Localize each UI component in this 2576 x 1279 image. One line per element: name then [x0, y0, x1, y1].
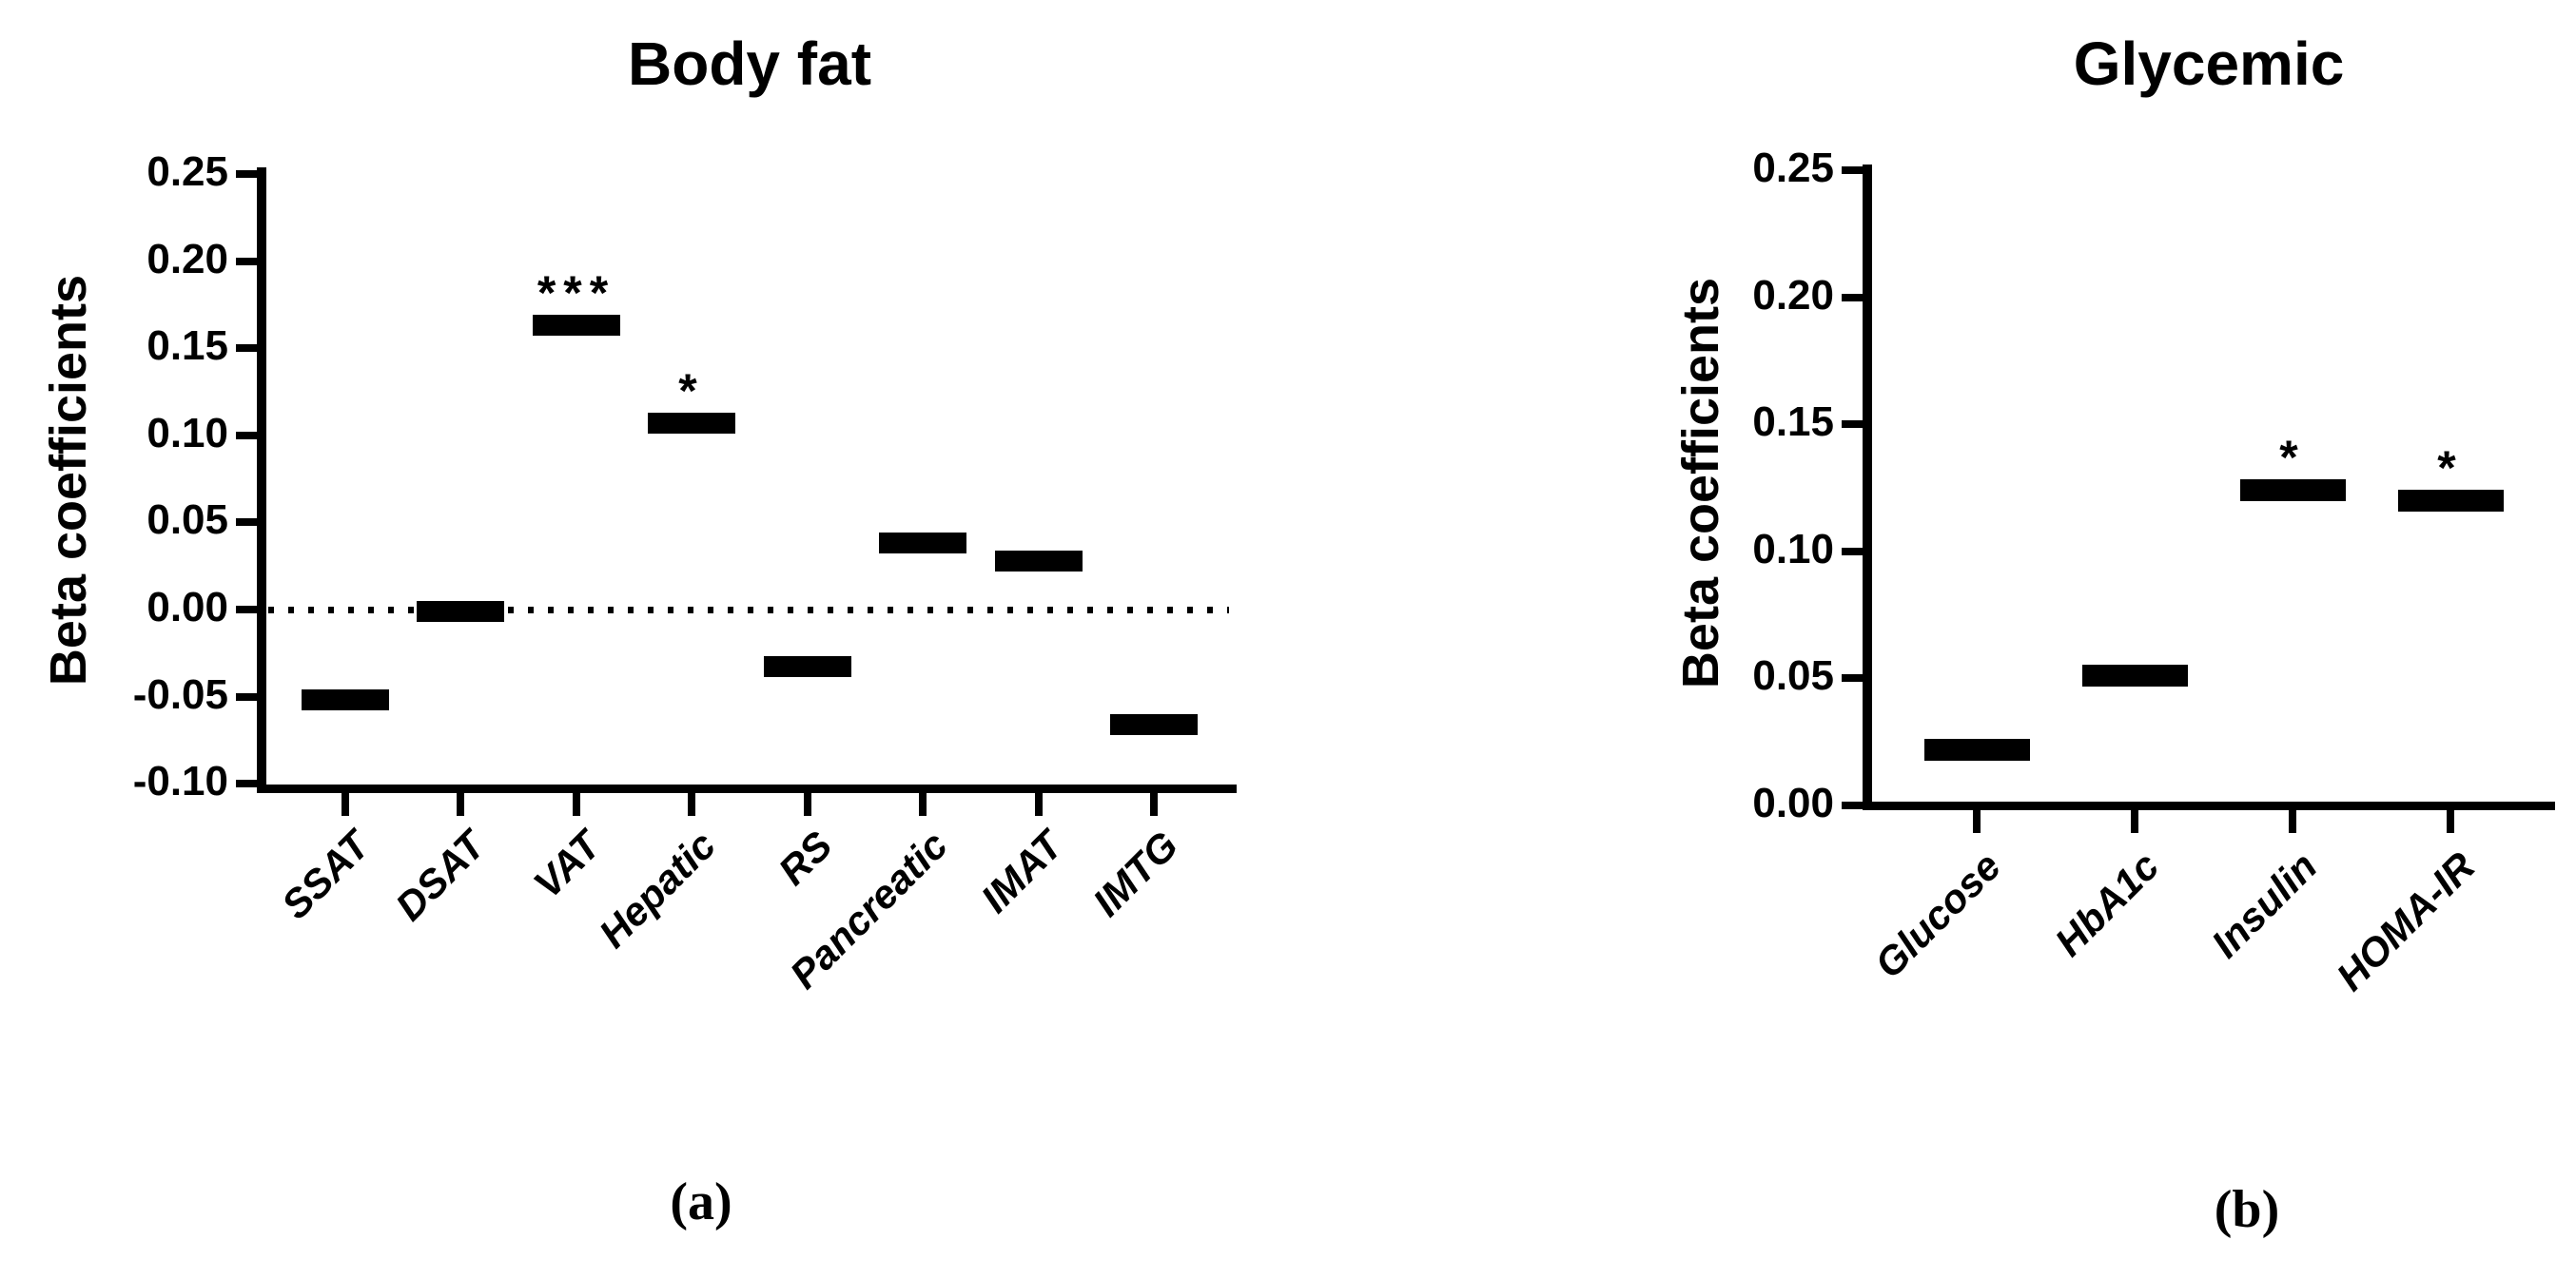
y-tick-label: -0.05: [132, 670, 228, 718]
y-tick-label: 0.00: [146, 584, 228, 630]
bar: [879, 533, 966, 554]
y-tick-label: 0.15: [1752, 398, 1834, 446]
y-tick-label: 0.25: [1752, 145, 1834, 191]
bar: [417, 600, 504, 622]
x-tick: [2131, 810, 2138, 833]
bar: [1110, 713, 1198, 735]
x-tick: [919, 793, 927, 816]
y-tick-label: 0.25: [146, 148, 228, 195]
y-tick-label: -0.10: [132, 758, 228, 805]
bar: [2397, 489, 2504, 512]
y-tick: [236, 606, 257, 613]
x-category-label: VAT: [525, 823, 610, 907]
y-tick: [236, 692, 257, 701]
y-tick-label: 0.15: [146, 322, 228, 370]
y-tick: [1842, 166, 1863, 174]
y-tick: [1842, 547, 1863, 555]
significance-stars: *: [2279, 431, 2306, 485]
x-category-label: IMAT: [972, 823, 1072, 921]
x-tick: [2447, 810, 2454, 833]
x-category-label: Hepatic: [590, 823, 725, 957]
y-tick: [236, 170, 257, 178]
y-tick-label: 0.05: [146, 496, 228, 544]
y-tick: [236, 518, 257, 527]
y-tick: [236, 431, 257, 439]
y-tick-label: 0.10: [146, 409, 228, 456]
bar: [995, 550, 1083, 572]
x-category-label: Glucose: [1865, 843, 2010, 987]
x-category-label: RS: [769, 823, 841, 894]
x-axis-line: [1863, 802, 2555, 810]
y-tick: [1842, 420, 1863, 429]
bar: [648, 412, 735, 434]
x-tick: [342, 793, 349, 816]
bar: [2239, 479, 2346, 502]
x-category-label: Insulin: [2202, 843, 2326, 966]
y-axis-line: [1863, 165, 1872, 810]
y-tick: [236, 257, 257, 265]
x-tick: [457, 793, 464, 816]
x-tick: [1973, 810, 1981, 833]
y-tick: [1842, 293, 1863, 301]
y-axis-line: [257, 167, 266, 793]
bar: [2081, 665, 2188, 688]
bar: [1923, 738, 2030, 761]
chart-b-ylabel: Beta coefficients: [1672, 277, 1729, 689]
caption-a: (a): [670, 1172, 732, 1231]
bar: [533, 315, 620, 337]
x-category-label: IMTG: [1083, 823, 1187, 925]
x-tick: [1035, 793, 1043, 816]
x-category-label: SSAT: [273, 823, 379, 928]
bar: [302, 689, 389, 711]
y-tick-label: 0.00: [1752, 780, 1834, 826]
x-tick: [804, 793, 811, 816]
x-tick: [573, 793, 580, 816]
x-tick: [688, 793, 695, 816]
zero-reference-line: [268, 607, 1229, 613]
y-tick-label: 0.20: [1752, 271, 1834, 319]
x-category-label: HOMA-IR: [2327, 843, 2484, 999]
y-tick-label: 0.20: [146, 235, 228, 282]
y-tick: [236, 780, 257, 788]
y-tick: [1842, 674, 1863, 683]
significance-stars: *: [2437, 440, 2464, 494]
y-tick-label: 0.10: [1752, 525, 1834, 572]
x-tick: [2289, 810, 2296, 833]
significance-stars: *: [678, 363, 705, 417]
bar: [764, 656, 851, 678]
x-category-label: HbA1c: [2045, 843, 2168, 965]
y-tick: [236, 344, 257, 353]
x-tick: [1150, 793, 1158, 816]
x-category-label: DSAT: [386, 823, 494, 929]
chart-a-title: Body fat: [628, 29, 871, 98]
x-axis-line: [257, 785, 1237, 793]
chart-b-title: Glycemic: [2073, 29, 2345, 98]
y-tick-label: 0.05: [1752, 652, 1834, 700]
caption-b: (b): [2214, 1180, 2280, 1239]
significance-stars: ***: [537, 266, 616, 320]
y-tick: [1842, 802, 1863, 809]
